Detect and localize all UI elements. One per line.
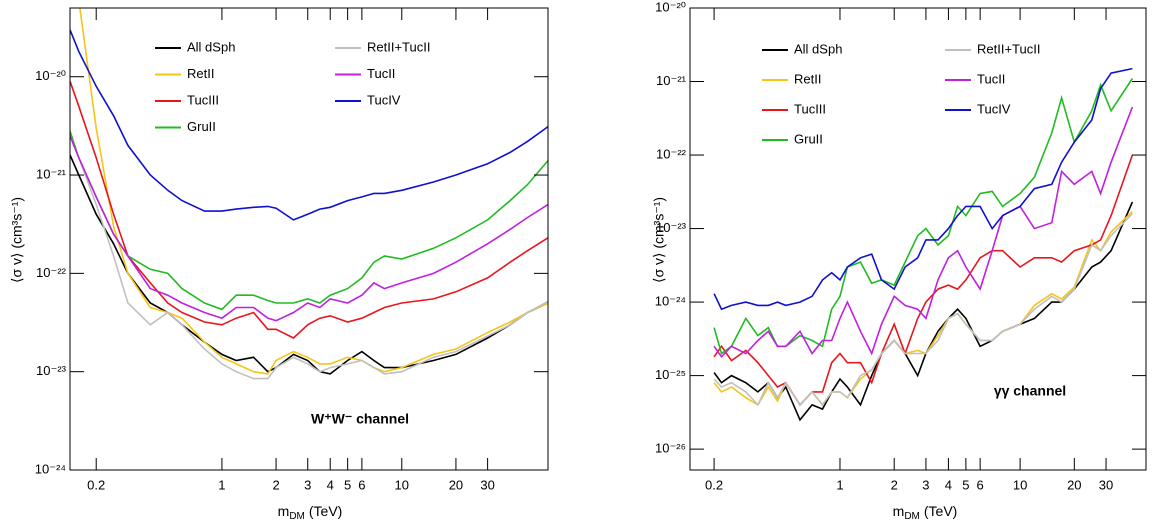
legend-label: RetII+TucII [367,39,430,54]
series-line [70,135,548,380]
series-line [79,8,548,375]
legend-label: RetII+TucII [977,41,1040,56]
y-tick-label: 10⁻²⁵ [655,367,686,382]
x-tick-label: 3 [304,477,311,492]
x-axis-label: mDM (TeV) [278,503,343,522]
y-tick-label: 10⁻²² [656,146,687,161]
legend-label: RetII [187,66,214,81]
y-tick-label: 10⁻²⁴ [655,294,686,309]
series-line [70,154,548,375]
y-tick-label: 10⁻²¹ [656,73,687,88]
plot-area [70,8,548,380]
legend-label: GruII [794,131,823,146]
annotation: W⁺W⁻ channel [311,411,409,427]
x-tick-label: 2 [272,477,279,492]
y-tick-label: 10⁻²⁴ [35,461,66,476]
series-line [70,29,548,221]
x-tick-label: 10 [1013,477,1027,492]
y-tick-label: 10⁻²³ [656,220,687,235]
y-axis-label: ⟨σ v⟩ (cm³s⁻¹) [651,197,667,283]
legend-label: GruII [187,119,216,134]
legend-label: TucII [977,71,1005,86]
y-tick-label: 10⁻²¹ [36,166,67,181]
x-tick-label: 20 [449,477,463,492]
x-tick-label: 30 [1099,477,1113,492]
series-line [70,80,548,339]
frame [69,7,549,471]
x-tick-label: 4 [945,477,952,492]
series-line [713,67,1133,311]
x-tick-label: 6 [977,477,984,492]
legend-label: TucIV [367,92,401,107]
y-tick-label: 10⁻²⁶ [655,441,686,456]
x-tick-label: 2 [891,477,898,492]
x-tick-label: 20 [1067,477,1081,492]
x-tick-label: 5 [962,477,969,492]
x-tick-label: 1 [836,477,843,492]
x-tick-label: 10 [395,477,409,492]
legend-label: TucIII [794,101,826,116]
y-tick-label: 10⁻²⁰ [35,68,66,83]
series-line [713,154,1134,407]
series-line [713,213,1133,407]
legend-label: TucIII [187,92,219,107]
x-axis-label-subscript: DM [289,511,305,522]
x-tick-label: 0.2 [705,477,723,492]
series-line [70,135,548,322]
annotation: γγ channel [994,383,1066,399]
x-axis-label-subscript: DM [904,511,920,522]
frame [689,7,1147,471]
x-tick-label: 0.2 [87,477,105,492]
x-axis-label-main: m [893,503,905,519]
x-tick-label: 4 [327,477,334,492]
y-tick-label: 10⁻²³ [36,363,67,378]
y-tick-label: 10⁻²⁰ [655,0,686,14]
legend-label: TucII [367,66,395,81]
x-axis-label: mDM (TeV) [893,503,958,522]
x-tick-label: 3 [922,477,929,492]
x-tick-label: 1 [218,477,225,492]
legend-label: TucIV [977,101,1011,116]
x-tick-label: 30 [480,477,494,492]
series-line [713,78,1134,355]
y-tick-label: 10⁻²² [36,265,67,280]
x-axis-label-unit: (TeV) [309,503,342,519]
x-tick-label: 5 [344,477,351,492]
x-axis-label-main: m [278,503,290,519]
x-tick-label: 6 [358,477,365,492]
legend-label: All dSph [187,39,235,54]
x-axis-label-unit: (TeV) [924,503,957,519]
legend-label: All dSph [794,41,842,56]
series-line [70,130,548,311]
legend-label: RetII [794,71,821,86]
series-line [713,106,1134,359]
plot-area [713,67,1134,422]
y-axis-label: ⟨σ v⟩ (cm³s⁻¹) [9,197,25,283]
